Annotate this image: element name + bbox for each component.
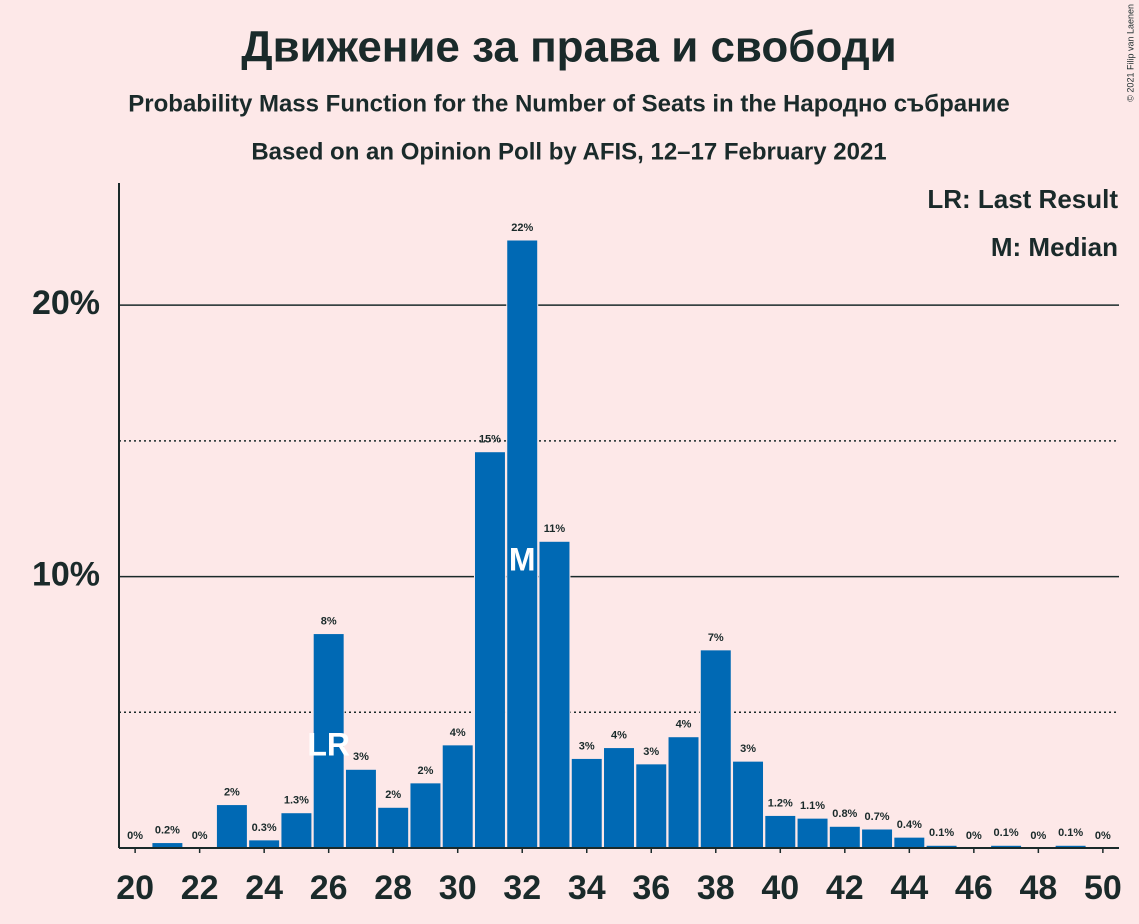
value-label: 0.7% [865, 811, 890, 823]
value-label: 0.1% [994, 827, 1019, 839]
bar [764, 814, 797, 849]
value-label: 0.8% [832, 808, 857, 820]
x-tick-label: 30 [439, 869, 477, 907]
x-tick-label: 44 [890, 869, 928, 907]
value-label: 4% [450, 727, 466, 739]
bar [732, 760, 765, 849]
credit: © 2021 Filip van Laenen [1125, 4, 1135, 102]
value-label: 1.3% [284, 795, 309, 807]
value-label: 0.1% [1058, 827, 1083, 839]
value-label: 11% [544, 523, 566, 535]
value-label: 0% [127, 830, 143, 842]
value-label: 3% [643, 746, 659, 758]
value-label: 0.2% [155, 824, 180, 836]
chart-subtitle: Probability Mass Function for the Number… [128, 90, 1009, 117]
y-tick-label: 10% [32, 556, 100, 594]
bar [409, 782, 442, 849]
bar [344, 768, 377, 849]
x-tick-label: 42 [826, 869, 864, 907]
value-label: 3% [740, 743, 756, 755]
x-tick-label: 22 [181, 869, 219, 907]
bar [667, 736, 700, 849]
bar [441, 744, 474, 849]
value-label: 0.1% [929, 827, 954, 839]
x-tick-label: 48 [1019, 869, 1057, 907]
value-label: 2% [224, 786, 240, 798]
value-label: 4% [611, 729, 627, 741]
value-label: 2% [385, 789, 401, 801]
bar [377, 806, 410, 849]
value-label: 0% [966, 830, 982, 842]
value-label: 1.1% [800, 800, 825, 812]
bar [570, 757, 603, 849]
value-label: 0.3% [252, 822, 277, 834]
x-tick-label: 32 [503, 869, 541, 907]
bar [248, 839, 281, 849]
bar [312, 633, 345, 849]
value-label: 4% [676, 719, 692, 731]
y-tick-label: 20% [32, 284, 100, 322]
bar [796, 817, 829, 849]
legend-entry: LR: Last Result [927, 184, 1118, 214]
bar [473, 451, 506, 849]
value-label: 1.2% [768, 797, 793, 809]
value-label: 15% [479, 434, 501, 446]
value-label: 2% [417, 765, 433, 777]
x-tick-label: 34 [568, 869, 606, 907]
legend-entry: M: Median [991, 232, 1118, 262]
x-tick-label: 28 [374, 869, 412, 907]
bar [635, 763, 668, 849]
marker-label: LR [307, 727, 350, 763]
x-tick-label: 26 [310, 869, 348, 907]
x-tick-label: 46 [955, 869, 993, 907]
x-tick-label: 40 [761, 869, 799, 907]
value-label: 3% [353, 751, 369, 763]
value-label: 7% [708, 632, 724, 644]
x-tick-label: 50 [1084, 869, 1122, 907]
value-label: 3% [579, 740, 595, 752]
value-label: 22% [511, 222, 533, 234]
bar [603, 747, 635, 849]
bar [280, 812, 313, 849]
x-tick-label: 38 [697, 869, 735, 907]
value-label: 0.4% [897, 819, 922, 831]
value-label: 0% [1095, 830, 1111, 842]
chart-title: Движение за права и свободи [241, 23, 896, 72]
bar [538, 540, 571, 849]
value-label: 0% [192, 830, 208, 842]
value-label: 0% [1030, 830, 1046, 842]
x-tick-label: 24 [245, 869, 283, 907]
bar [828, 825, 861, 849]
bar [861, 828, 894, 849]
marker-label: M [509, 542, 536, 578]
x-tick-label: 36 [632, 869, 670, 907]
bar [699, 649, 732, 849]
x-tick-label: 20 [116, 869, 154, 907]
bar [215, 804, 248, 849]
bar [893, 836, 926, 849]
value-label: 8% [321, 615, 337, 627]
chart-subtitle: Based on an Opinion Poll by AFIS, 12–17 … [251, 138, 886, 165]
